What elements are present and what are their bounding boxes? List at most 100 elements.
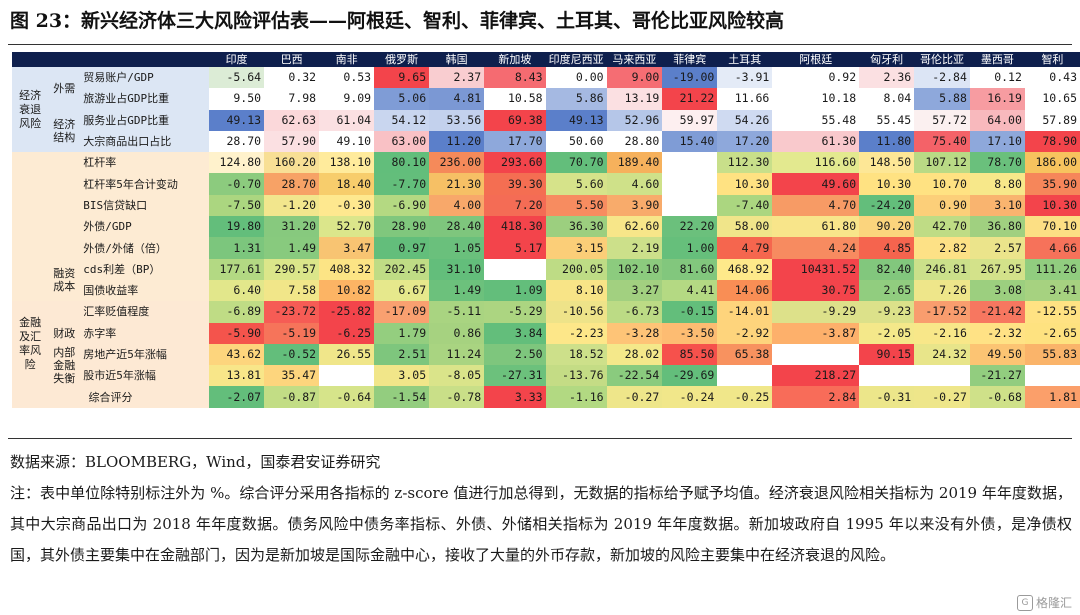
table-row: 国债收益率 6.40 7.58 10.82 6.67 1.49 1.09 8.10 3.27 4.… (12, 279, 1080, 302)
value-cell: -2.16 (914, 322, 970, 344)
value-cell: 17.20 (717, 130, 773, 153)
table-row: 金融及汇率风险 汇率贬值程度 -6.89 -23.72 -25.82 -17.09 -5.1… (12, 301, 1080, 387)
value-cell: -5.11 (429, 301, 485, 323)
title-rule (8, 44, 1072, 45)
value-cell: 14.06 (717, 279, 773, 302)
value-cell: 0.12 (969, 67, 1025, 89)
subgroup-label: 经济结构 (48, 109, 81, 153)
value-cell: 18.52 (545, 343, 607, 366)
value-cell: 59.97 (662, 109, 718, 131)
value-cell: 236.00 (429, 152, 485, 174)
value-cell: -2.92 (717, 322, 773, 344)
value-cell: 1.49 (429, 279, 485, 302)
country-header: 巴西 (264, 52, 320, 67)
value-cell: 218.27 (772, 365, 860, 387)
table-body: 经济衰退风险 外需 贸易账户/GDP -5.64 0.32 0.53 9.65 2.37 8.4… (12, 67, 1080, 408)
subgroup-label: 内部金融失衡 (48, 343, 81, 387)
table-row: 股市近5年涨幅 13.81 35.47 3.05 -8.05 -27.31 -13.76 -2… (12, 365, 1080, 387)
indicator-label: 外债/外储（倍） (80, 237, 210, 259)
value-cell: 2.51 (374, 343, 430, 366)
value-cell: 11.66 (717, 88, 773, 110)
risk-group-label (12, 152, 49, 302)
country-header: 新加坡 (484, 52, 546, 67)
value-cell: 177.61 (209, 258, 265, 280)
value-cell: 49.50 (969, 343, 1025, 366)
value-cell: 2.57 (969, 237, 1025, 259)
value-cell: 10.70 (914, 173, 970, 195)
value-cell: 81.60 (662, 258, 718, 280)
value-cell: 468.92 (717, 258, 773, 280)
value-cell: 7.58 (264, 279, 320, 302)
table-row: 经济结构 服务业占GDP比重 49.13 62.63 61.04 54.12 53.56 69… (12, 109, 1080, 153)
value-cell: 26.55 (319, 343, 375, 366)
value-cell: 55.48 (772, 109, 860, 131)
value-cell: 9.00 (606, 67, 663, 89)
table-row: 旅游业占GDP比重 9.50 7.98 9.09 5.06 4.81 10.58 5.86 13… (12, 88, 1080, 110)
value-cell: 28.70 (264, 173, 320, 195)
value-cell: 49.13 (545, 109, 607, 131)
value-cell: 0.92 (772, 67, 860, 89)
value-cell: -9.23 (859, 301, 915, 323)
value-cell: 4.70 (772, 194, 860, 217)
value-cell: 15.40 (662, 130, 718, 153)
value-cell: 8.10 (545, 279, 607, 302)
value-cell (662, 173, 718, 195)
value-cell: -0.52 (264, 343, 320, 366)
value-cell: 53.56 (429, 109, 485, 131)
value-cell: 30.75 (772, 279, 860, 302)
summary-label: 综合评分 (12, 386, 210, 408)
value-cell: 70.10 (1024, 216, 1080, 238)
source-text: 数据来源：BLOOMBERG，Wind，国泰君安证券研究 (10, 453, 381, 471)
summary-value-cell: 3.33 (484, 386, 546, 408)
value-cell: 31.20 (264, 216, 320, 238)
value-cell: 116.60 (772, 152, 860, 174)
summary-value-cell: -1.54 (374, 386, 430, 408)
value-cell: 0.53 (319, 67, 375, 89)
value-cell: 55.45 (859, 109, 915, 131)
value-cell: 0.00 (545, 67, 607, 89)
value-cell: 4.00 (429, 194, 485, 217)
value-cell: -0.15 (662, 301, 718, 323)
value-cell: 75.40 (914, 130, 970, 153)
value-cell: -2.84 (914, 67, 970, 89)
value-cell: 7.20 (484, 194, 546, 217)
value-cell (859, 365, 915, 387)
value-cell: 7.26 (914, 279, 970, 302)
value-cell: 21.30 (429, 173, 485, 195)
value-cell: -23.72 (264, 301, 320, 323)
value-cell: 62.63 (264, 109, 320, 131)
value-cell: 54.12 (374, 109, 430, 131)
value-cell: 107.12 (914, 152, 970, 174)
value-cell: 31.10 (429, 258, 485, 280)
value-cell: 3.41 (1024, 279, 1080, 302)
indicator-label: 服务业占GDP比重 (80, 109, 210, 131)
value-cell (319, 365, 375, 387)
value-cell: -17.09 (374, 301, 430, 323)
value-cell: 2.19 (606, 237, 663, 259)
value-cell: -7.70 (374, 173, 430, 195)
summary-row: 综合评分 -2.07 -0.87 -0.64 -1.54 -0.78 3.33 -1.16 -0… (12, 386, 1080, 408)
value-cell: 3.47 (319, 237, 375, 259)
value-cell: -5.90 (209, 322, 265, 344)
summary-value-cell: 2.84 (772, 386, 860, 408)
value-cell: 61.80 (772, 216, 860, 238)
value-cell: -2.05 (859, 322, 915, 344)
value-cell: 10.65 (1024, 88, 1080, 110)
value-cell: 55.83 (1024, 343, 1080, 366)
value-cell: 90.20 (859, 216, 915, 238)
value-cell: 9.65 (374, 67, 430, 89)
value-cell: 3.05 (374, 365, 430, 387)
value-cell: 57.89 (1024, 109, 1080, 131)
value-cell: 85.50 (662, 343, 718, 366)
value-cell: 49.13 (209, 109, 265, 131)
summary-value-cell: -0.68 (969, 386, 1025, 408)
country-header: 匈牙利 (859, 52, 915, 67)
value-cell: -6.90 (374, 194, 430, 217)
indicator-label: 杠杆率 (80, 152, 210, 174)
value-cell: 11.24 (429, 343, 485, 366)
table-header: 印度 巴西 南非 俄罗斯 韩国 新加坡 印度尼西亚 马来西亚 菲律宾 土耳其 阿根廷 匈牙利 哥伦比亚墨… (12, 52, 1080, 67)
value-cell: 408.32 (319, 258, 375, 280)
value-cell: 5.88 (914, 88, 970, 110)
value-cell: 57.72 (914, 109, 970, 131)
value-cell: 7.98 (264, 88, 320, 110)
